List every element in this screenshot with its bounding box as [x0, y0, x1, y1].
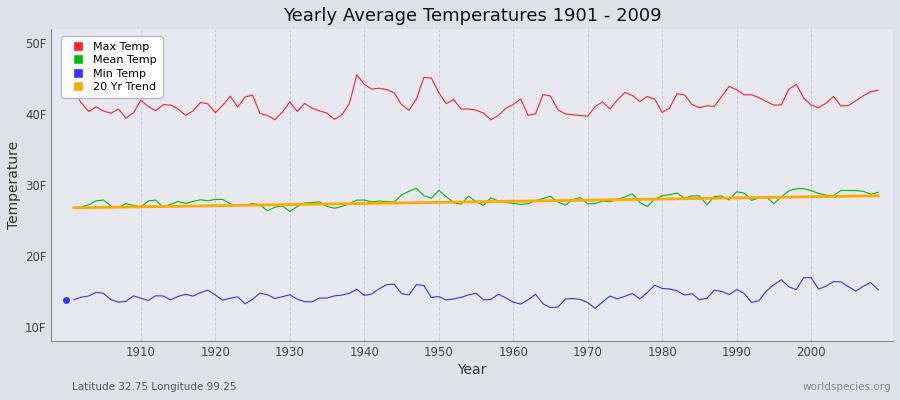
Text: Latitude 32.75 Longitude 99.25: Latitude 32.75 Longitude 99.25	[72, 382, 237, 392]
Legend: Max Temp, Mean Temp, Min Temp, 20 Yr Trend: Max Temp, Mean Temp, Min Temp, 20 Yr Tre…	[61, 36, 163, 98]
Y-axis label: Temperature: Temperature	[7, 141, 21, 229]
X-axis label: Year: Year	[457, 363, 487, 377]
Text: worldspecies.org: worldspecies.org	[803, 382, 891, 392]
Title: Yearly Average Temperatures 1901 - 2009: Yearly Average Temperatures 1901 - 2009	[283, 7, 662, 25]
